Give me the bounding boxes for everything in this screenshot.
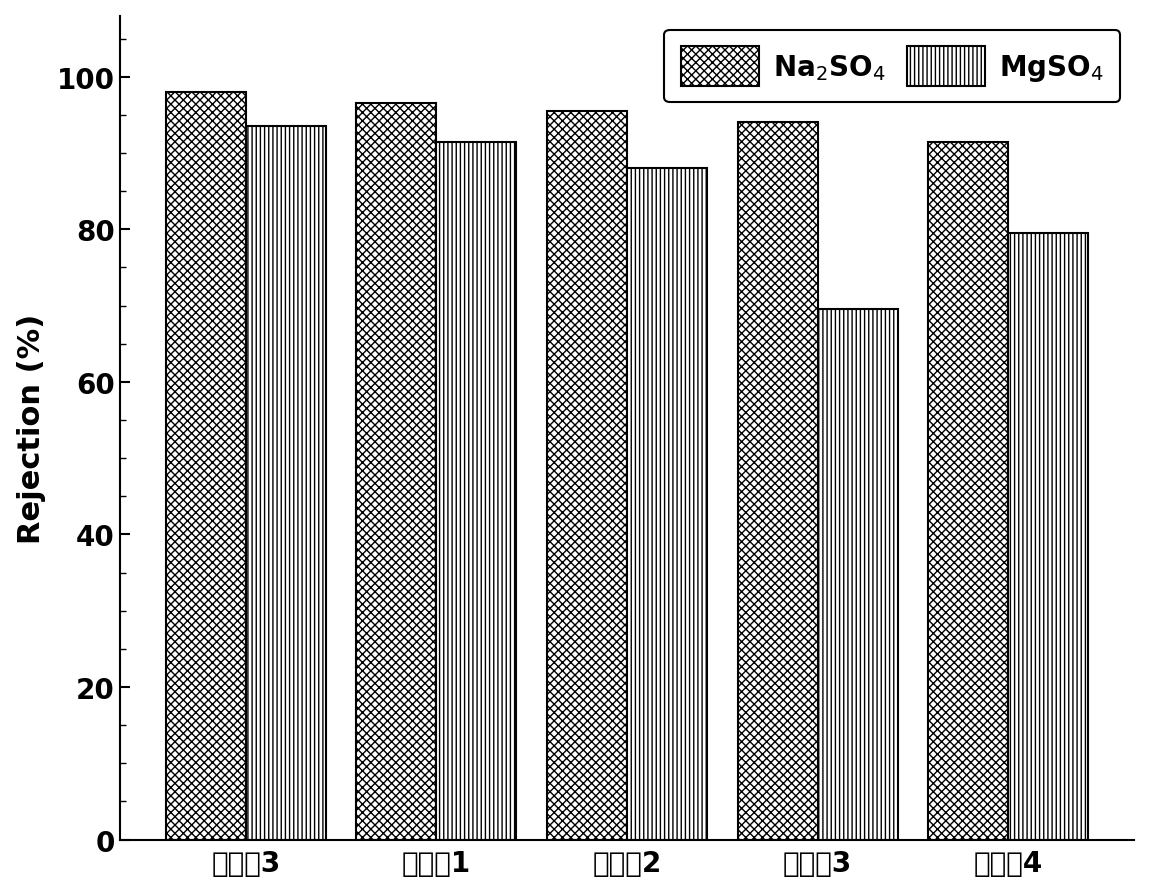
Bar (547, 112, 627, 839)
Y-axis label: Rejection (%): Rejection (%) (16, 313, 46, 544)
Bar (738, 123, 817, 839)
Bar (357, 105, 436, 839)
Bar (627, 169, 707, 839)
Bar (817, 310, 898, 839)
Bar (436, 142, 517, 839)
Legend: Na$_2$SO$_4$, MgSO$_4$: Na$_2$SO$_4$, MgSO$_4$ (664, 30, 1120, 103)
Bar (1008, 234, 1088, 839)
Bar (166, 93, 246, 839)
Bar (928, 142, 1008, 839)
Bar (246, 127, 326, 839)
